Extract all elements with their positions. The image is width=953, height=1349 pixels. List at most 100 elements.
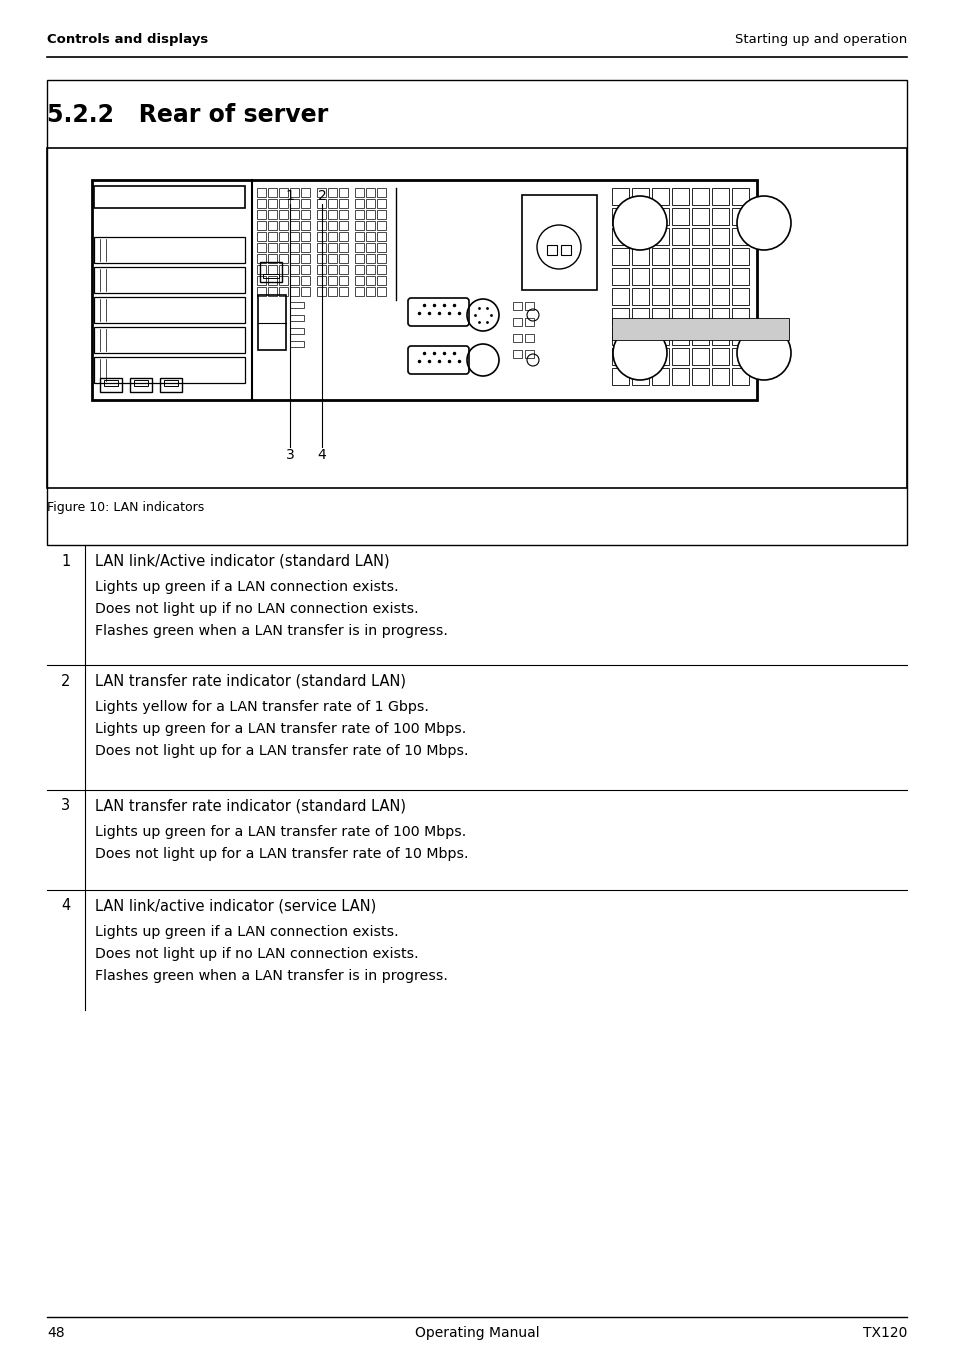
Bar [256,210,266,219]
Bar [711,268,728,285]
Bar [338,232,348,241]
Bar [355,254,364,263]
Bar [366,254,375,263]
Bar [268,254,276,263]
Bar [316,254,326,263]
Bar [631,248,648,264]
Bar [691,348,708,366]
Bar [651,308,668,325]
Bar [338,188,348,197]
Bar [366,232,375,241]
Bar [355,188,364,197]
Bar [260,262,282,282]
Bar [711,328,728,345]
Bar [100,378,122,393]
Text: Operating Manual: Operating Manual [415,1326,538,1340]
Bar [355,221,364,229]
Bar [651,248,668,264]
Bar [612,318,788,340]
Bar [671,348,688,366]
Text: LAN link/Active indicator (standard LAN): LAN link/Active indicator (standard LAN) [95,553,389,568]
Bar [376,210,386,219]
Bar [546,246,557,255]
Bar [268,221,276,229]
Bar [290,287,298,295]
Bar [328,264,336,274]
Bar [691,268,708,285]
Text: Does not light up if no LAN connection exists.: Does not light up if no LAN connection e… [95,602,418,616]
Bar [104,380,118,386]
Text: 3: 3 [61,799,71,813]
Bar [278,210,288,219]
Bar [651,188,668,205]
Bar [631,208,648,225]
Bar [366,210,375,219]
Bar [612,248,628,264]
Bar [94,357,245,383]
Bar [316,232,326,241]
Bar [164,380,178,386]
Bar [671,308,688,325]
Bar [47,80,906,545]
Bar [290,264,298,274]
Bar [671,268,688,285]
Bar [631,348,648,366]
Bar [256,232,266,241]
Bar [290,221,298,229]
Bar [376,188,386,197]
Text: Controls and displays: Controls and displays [47,34,208,46]
Bar [376,277,386,285]
Text: 5.2.2   Rear of server: 5.2.2 Rear of server [47,103,328,127]
Bar [355,232,364,241]
Bar [513,302,521,310]
Bar [328,277,336,285]
Bar [376,264,386,274]
Bar [711,228,728,246]
Bar [671,208,688,225]
Bar [328,254,336,263]
Text: 2: 2 [317,189,326,202]
Bar [301,243,310,252]
Bar [256,243,266,252]
Bar [268,210,276,219]
Bar [612,308,628,325]
Bar [301,254,310,263]
Bar [316,200,326,208]
Bar [366,200,375,208]
Bar [290,328,304,335]
Circle shape [613,196,666,250]
Text: Lights up green if a LAN connection exists.: Lights up green if a LAN connection exis… [95,580,398,594]
Bar [651,228,668,246]
Bar [328,287,336,295]
Text: Lights yellow for a LAN transfer rate of 1 Gbps.: Lights yellow for a LAN transfer rate of… [95,700,429,714]
Bar [290,210,298,219]
Text: Flashes green when a LAN transfer is in progress.: Flashes green when a LAN transfer is in … [95,625,447,638]
Text: LAN transfer rate indicator (standard LAN): LAN transfer rate indicator (standard LA… [95,673,406,688]
Bar [290,188,298,197]
Bar [316,221,326,229]
Bar [278,243,288,252]
Bar [47,148,906,488]
Bar [256,221,266,229]
Text: 4: 4 [61,898,71,913]
Bar [301,264,310,274]
Bar [671,248,688,264]
Bar [316,210,326,219]
Text: 1: 1 [61,553,71,568]
Bar [612,328,628,345]
Bar [301,287,310,295]
Bar [301,188,310,197]
Bar [133,380,148,386]
Bar [731,287,748,305]
Text: Lights up green if a LAN connection exists.: Lights up green if a LAN connection exis… [95,925,398,939]
Bar [691,228,708,246]
Text: 2: 2 [61,673,71,688]
Bar [94,267,245,293]
Bar [651,287,668,305]
Bar [612,188,628,205]
Bar [278,264,288,274]
Bar [256,264,266,274]
Text: LAN transfer rate indicator (standard LAN): LAN transfer rate indicator (standard LA… [95,799,406,813]
Bar [731,248,748,264]
Bar [651,208,668,225]
